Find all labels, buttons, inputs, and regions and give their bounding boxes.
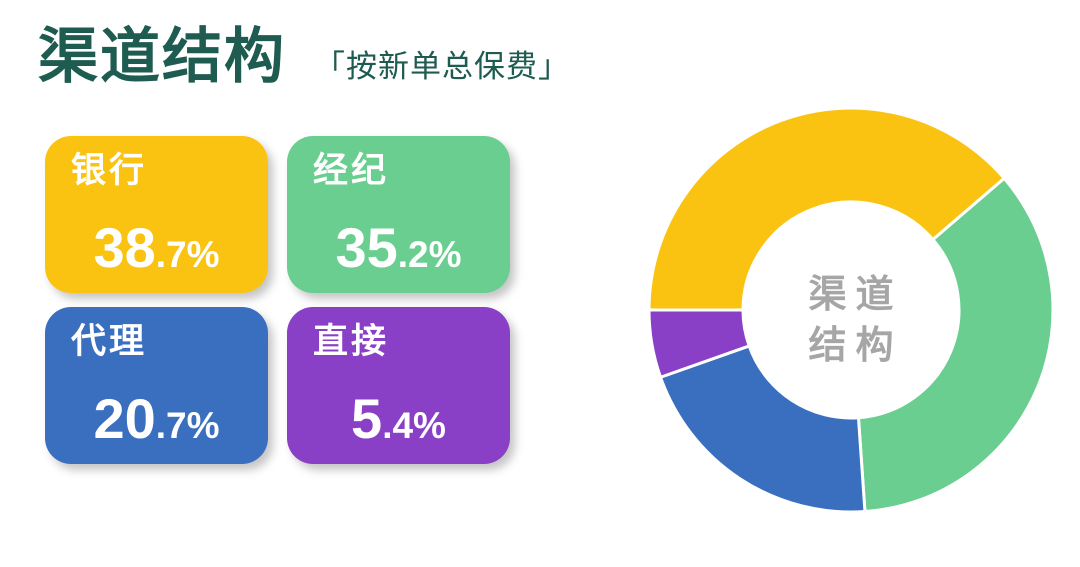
stat-card-value: 5.4% xyxy=(287,390,510,446)
stat-cards: 银行 38.7% 经纪 35.2% 代理 20.7% 直接 5.4% xyxy=(45,136,510,464)
stat-card-agent: 代理 20.7% xyxy=(45,307,268,464)
stat-card-value: 20.7% xyxy=(45,390,268,446)
stat-card-value: 35.2% xyxy=(287,219,510,275)
stat-card-label: 代理 xyxy=(71,322,148,361)
stat-card-label: 经纪 xyxy=(313,151,390,190)
donut-segment-代理 xyxy=(658,344,867,514)
stat-value-integer: 20 xyxy=(93,386,156,450)
stat-value-fraction: .7% xyxy=(155,404,220,446)
stat-value-integer: 5 xyxy=(351,386,383,450)
stat-card-label: 银行 xyxy=(71,151,148,190)
stat-value-fraction: .4% xyxy=(382,404,446,446)
page-title: 渠道结构 xyxy=(38,23,286,90)
stat-value-integer: 35 xyxy=(335,215,398,279)
donut-segment-直接 xyxy=(647,308,752,380)
stat-card-broker: 经纪 35.2% xyxy=(287,136,510,293)
stat-card-bank: 银行 38.7% xyxy=(45,136,268,293)
page-subtitle: 「按新单总保费」 xyxy=(314,49,570,84)
stat-card-label: 直接 xyxy=(313,322,390,361)
donut-chart: 渠道 结构 xyxy=(645,104,1057,516)
stat-card-value: 38.7% xyxy=(45,219,268,275)
stat-value-integer: 38 xyxy=(93,215,156,279)
stat-card-direct: 直接 5.4% xyxy=(287,307,510,464)
stat-value-fraction: .7% xyxy=(155,233,220,275)
donut-segment-经纪 xyxy=(856,176,1055,514)
donut-svg xyxy=(647,106,1055,514)
donut-segment-银行 xyxy=(647,106,1007,312)
stat-value-fraction: .2% xyxy=(397,233,462,275)
